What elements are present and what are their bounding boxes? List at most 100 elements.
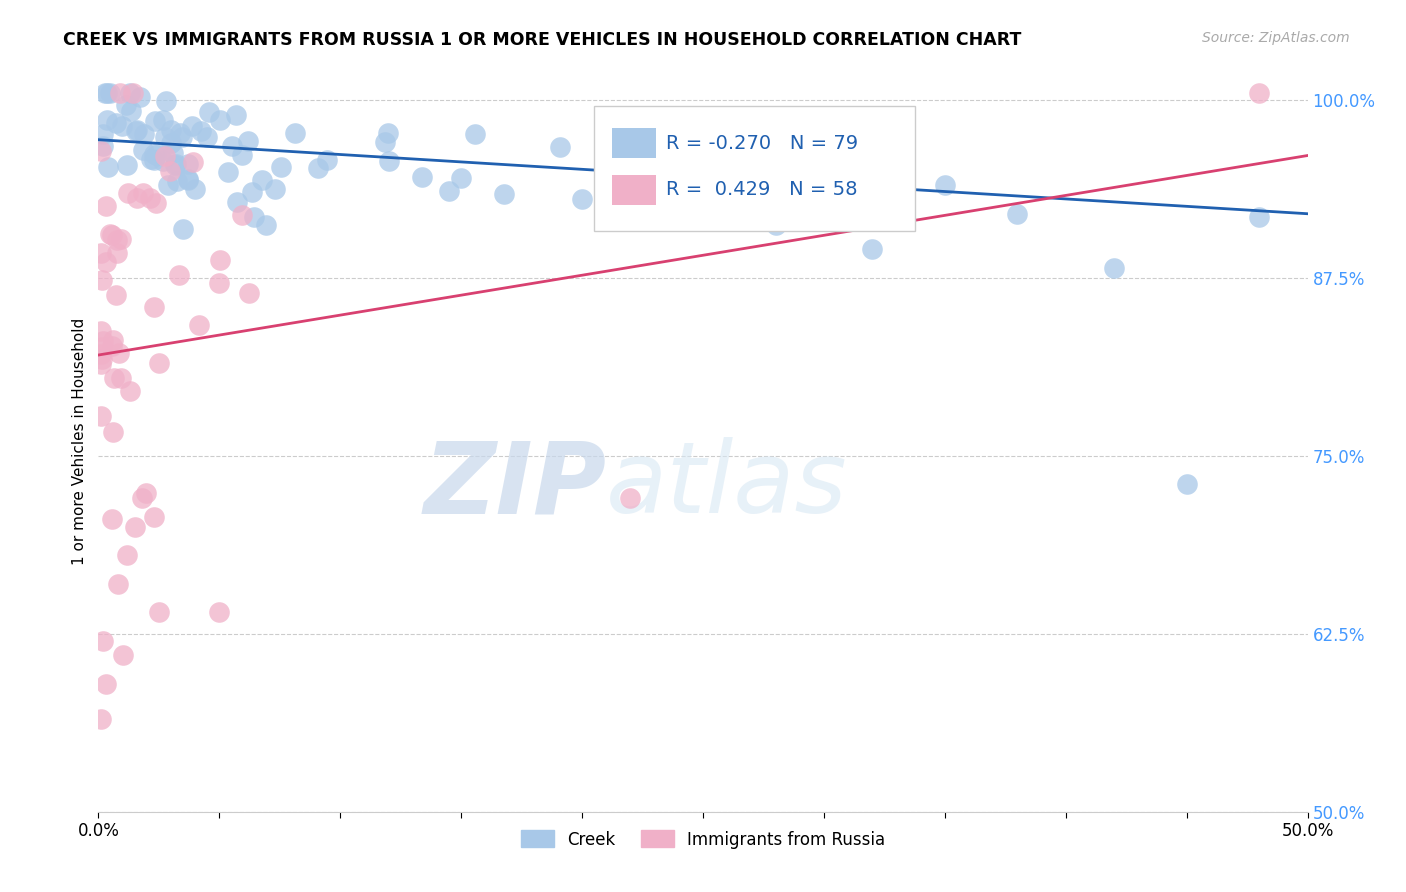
Point	[97, 160, 120, 174]
Point	[153, 129, 176, 144]
Point	[195, 130, 218, 145]
Point	[125, 191, 148, 205]
Point	[231, 208, 253, 222]
Point	[439, 184, 461, 198]
Point	[492, 186, 515, 201]
FancyBboxPatch shape	[595, 106, 915, 230]
Point	[165, 156, 187, 170]
Point	[160, 123, 183, 137]
Point	[1102, 260, 1125, 275]
Point	[374, 135, 396, 149]
Point	[90, 246, 112, 260]
Point	[243, 210, 266, 224]
Point	[315, 153, 337, 167]
Point	[145, 148, 167, 162]
Point	[90, 357, 112, 371]
Point	[148, 356, 170, 370]
Point	[172, 129, 194, 144]
Point	[110, 371, 132, 385]
Text: Source: ZipAtlas.com: Source: ZipAtlas.com	[1202, 31, 1350, 45]
Point	[91, 339, 114, 353]
Point	[120, 86, 142, 100]
Point	[91, 138, 114, 153]
Point	[90, 351, 112, 366]
Point	[464, 127, 486, 141]
Point	[101, 227, 124, 242]
Point	[198, 104, 221, 119]
Point	[90, 273, 112, 287]
Point	[162, 145, 184, 160]
Point	[108, 86, 131, 100]
Point	[90, 409, 112, 424]
Point	[157, 178, 180, 193]
Point	[209, 113, 232, 128]
Point	[96, 86, 118, 100]
Point	[143, 114, 166, 128]
Point	[111, 648, 134, 662]
Point	[115, 98, 138, 112]
Point	[110, 232, 132, 246]
Point	[105, 245, 128, 260]
Point	[135, 486, 157, 500]
Point	[934, 178, 956, 193]
Point	[264, 181, 287, 195]
Point	[125, 124, 148, 138]
Point	[1007, 207, 1029, 221]
Point	[90, 347, 112, 361]
Point	[98, 86, 121, 100]
Point	[94, 254, 117, 268]
Point	[98, 227, 121, 241]
Point	[181, 154, 204, 169]
Text: CREEK VS IMMIGRANTS FROM RUSSIA 1 OR MORE VEHICLES IN HOUSEHOLD CORRELATION CHAR: CREEK VS IMMIGRANTS FROM RUSSIA 1 OR MOR…	[63, 31, 1022, 49]
Point	[101, 339, 124, 353]
Y-axis label: 1 or more Vehicles in Household: 1 or more Vehicles in Household	[72, 318, 87, 566]
Point	[143, 510, 166, 524]
Point	[117, 158, 139, 172]
Point	[1175, 477, 1198, 491]
Point	[90, 712, 112, 726]
Point	[571, 193, 593, 207]
Point	[208, 276, 231, 290]
Point	[117, 186, 139, 201]
Point	[145, 196, 167, 211]
Point	[765, 218, 787, 232]
Point	[103, 371, 125, 385]
Point	[96, 113, 118, 128]
Point	[108, 345, 131, 359]
FancyBboxPatch shape	[613, 175, 655, 204]
Point	[90, 144, 112, 158]
Point	[217, 165, 239, 179]
Point	[132, 127, 155, 141]
Point	[1249, 210, 1271, 224]
Point	[378, 154, 401, 169]
Point	[225, 108, 247, 122]
Point	[143, 153, 166, 167]
Point	[183, 182, 205, 196]
Text: R = -0.270   N = 79: R = -0.270 N = 79	[665, 134, 858, 153]
Point	[111, 119, 134, 133]
Point	[120, 103, 142, 118]
Point	[172, 222, 194, 236]
Point	[177, 157, 200, 171]
Point	[152, 154, 174, 169]
Point	[148, 606, 170, 620]
Text: ZIP: ZIP	[423, 437, 606, 534]
Point	[117, 549, 139, 563]
Point	[105, 233, 128, 247]
Point	[177, 173, 200, 187]
Point	[101, 425, 124, 439]
Point	[91, 633, 114, 648]
Point	[181, 119, 204, 133]
Point	[190, 124, 212, 138]
Point	[254, 218, 277, 232]
Text: atlas: atlas	[606, 437, 848, 534]
Point	[860, 243, 883, 257]
Point	[231, 148, 253, 162]
Point	[692, 186, 714, 200]
Point	[139, 152, 162, 166]
Point	[377, 126, 399, 140]
Point	[142, 300, 165, 314]
Point	[155, 95, 177, 109]
FancyBboxPatch shape	[613, 128, 655, 158]
Point	[169, 126, 191, 140]
